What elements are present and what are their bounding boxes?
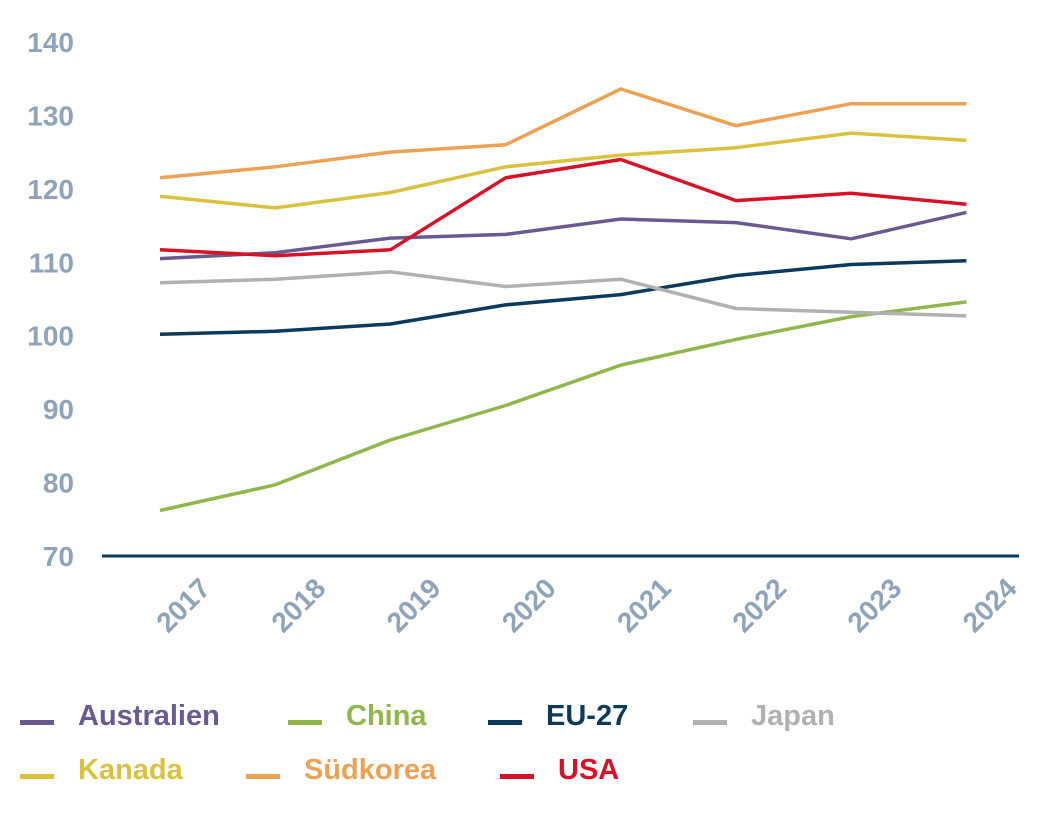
legend-label-japan: Japan (751, 700, 835, 732)
series-line-usa (159, 157, 967, 258)
x-tick-label: 2024 (957, 572, 1023, 638)
legend-label-suedkorea: Südkorea (304, 754, 437, 786)
x-tick-label: 2022 (726, 572, 792, 638)
y-tick-label: 90 (43, 394, 74, 425)
legend-item-china: China (288, 700, 427, 733)
legend-label-china: China (346, 700, 427, 732)
x-tick-label: 2021 (611, 572, 677, 638)
legend-swatch-japan (693, 720, 727, 725)
x-tick-label: 2018 (265, 572, 331, 638)
y-tick-label: 70 (43, 541, 74, 572)
x-tick-label: 2017 (150, 572, 216, 638)
legend: Australien China EU-27 Japan Kanada Südk… (0, 700, 1039, 820)
legend-item-australien: Australien (20, 700, 220, 733)
legend-swatch-eu-27 (488, 720, 522, 725)
series-line-suedkorea (159, 87, 967, 180)
legend-swatch-suedkorea (246, 774, 280, 779)
legend-item-eu-27: EU-27 (488, 700, 628, 733)
series-line-japan (159, 270, 967, 318)
x-tick-label: 2019 (381, 572, 447, 638)
y-tick-label: 130 (27, 100, 74, 131)
line-chart: 140 130 120 110 100 90 80 70 2017 2018 2019 2020 202… (27, 27, 1023, 638)
series-line-australien (159, 210, 967, 261)
series-line-china (159, 300, 967, 513)
y-tick-label: 140 (27, 27, 74, 58)
y-tick-label: 110 (29, 247, 74, 278)
legend-item-usa: USA (500, 754, 619, 787)
y-tick-label: 100 (27, 321, 74, 352)
legend-label-eu-27: EU-27 (546, 700, 629, 732)
series-line-eu-27 (159, 259, 967, 336)
x-tick-label: 2020 (496, 572, 562, 638)
legend-label-usa: USA (558, 754, 620, 786)
legend-swatch-china (288, 720, 322, 725)
legend-item-suedkorea: Südkorea (246, 754, 436, 787)
legend-item-kanada: Kanada (20, 754, 183, 787)
legend-swatch-usa (500, 774, 534, 779)
x-tick-label: 2023 (841, 572, 907, 638)
legend-swatch-australien (20, 720, 54, 725)
legend-item-japan: Japan (693, 700, 835, 733)
legend-swatch-kanada (20, 774, 54, 779)
legend-label-australien: Australien (78, 700, 220, 732)
series-line-kanada (159, 131, 967, 210)
y-tick-label: 120 (27, 174, 74, 205)
legend-label-kanada: Kanada (78, 754, 183, 786)
y-tick-label: 80 (43, 468, 74, 499)
